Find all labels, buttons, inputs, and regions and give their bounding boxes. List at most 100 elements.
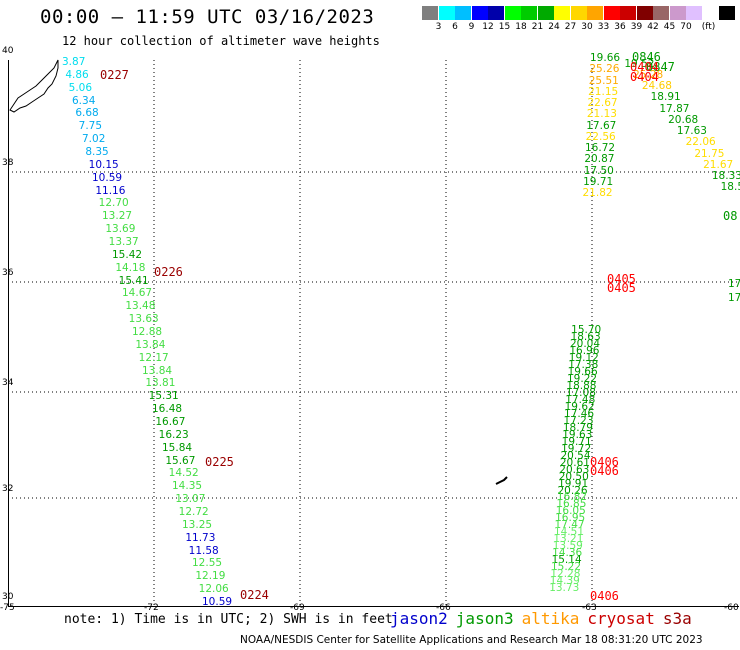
wave-height-sample: 18.79 xyxy=(562,421,593,434)
wave-height-sample: 12.72 xyxy=(178,506,209,518)
wave-height-sample: 13.63 xyxy=(128,313,159,326)
wave-height-sample: 13.21 xyxy=(553,533,584,546)
pass-time-label: 0846 xyxy=(632,50,661,64)
longitude-label: -69 xyxy=(290,603,305,613)
wave-height-sample: 19.52 xyxy=(624,57,655,70)
wave-height-sample: 17.48 xyxy=(565,393,596,406)
wave-height-sample: 12.70 xyxy=(98,197,129,210)
wave-height-sample: 20.63 xyxy=(559,463,590,476)
wave-height-sample: 6.68 xyxy=(75,107,99,120)
longitude-label: -75 xyxy=(0,603,15,613)
bermuda-island xyxy=(495,476,508,485)
wave-height-sample: 10.59 xyxy=(92,171,123,184)
colorbar-tick-label: 9 xyxy=(468,22,475,32)
longitude-label: -66 xyxy=(436,603,451,613)
satellite-legend-s3a: s3a xyxy=(662,609,692,628)
wave-height-sample: 16.82 xyxy=(556,491,587,504)
wave-height-sample: 13.07 xyxy=(175,493,206,506)
satellite-legend-cryosat: cryosat xyxy=(587,609,655,628)
wave-height-sample: 11.73 xyxy=(185,531,216,544)
pass-time-label: 0404 xyxy=(630,60,659,74)
wave-height-sample: 17.46 xyxy=(564,407,595,420)
wave-height-sample: 17.50 xyxy=(583,164,614,177)
wave-height-sample: 22.06 xyxy=(685,136,716,149)
pass-time-label: 0405 xyxy=(607,281,636,295)
wave-height-sample: 18.50 xyxy=(720,181,740,194)
wave-height-sample: 16.48 xyxy=(152,403,183,416)
wave-height-sample: 15.84 xyxy=(162,441,193,454)
coastline-outline xyxy=(9,59,59,113)
wave-height-sample: 12.28 xyxy=(550,568,581,581)
wave-height-sample: 7.02 xyxy=(82,133,106,146)
wave-height-sample: 18.88 xyxy=(566,379,597,392)
pass-time-label: 08 xyxy=(723,209,738,223)
colorbar-tick-label: 39 xyxy=(630,22,643,32)
wave-height-sample: 19.71 xyxy=(583,175,614,188)
wave-height-sample: 17.23 xyxy=(563,414,594,427)
wave-height-sample: 15.70 xyxy=(571,324,602,337)
wave-height-sample: 17.87 xyxy=(659,102,690,115)
wave-height-sample: 17.47 xyxy=(554,519,585,532)
colorbar-tick-label: (ft) xyxy=(701,22,716,32)
wave-height-sample: 13.73 xyxy=(549,582,580,595)
colorbar-tick-label: 18 xyxy=(515,22,527,32)
wave-height-sample: 21.67 xyxy=(703,158,734,171)
latitude-label: 32 xyxy=(2,484,14,494)
wave-height-sample: 17.08 xyxy=(565,386,596,399)
wave-height-sample: 19.63 xyxy=(562,428,593,441)
wave-height-sample: 11.16 xyxy=(95,184,126,197)
wave-height-sample: 13.59 xyxy=(552,540,583,553)
wave-height-sample: 20.26 xyxy=(557,484,588,497)
wave-height-sample: 16.23 xyxy=(158,428,189,441)
map-subtitle: 12 hour collection of altimeter wave hei… xyxy=(62,34,380,48)
wave-height-sample: 19.12 xyxy=(568,352,599,365)
wave-height-sample: 10.15 xyxy=(88,158,119,171)
wave-height-sample: 7.75 xyxy=(78,120,103,133)
longitude-label: -63 xyxy=(582,603,597,613)
latitude-label: 38 xyxy=(2,158,14,168)
wave-height-sample: 21.15 xyxy=(588,85,619,98)
footer-note: note: 1) Time is in UTC; 2) SWH is in fe… xyxy=(64,612,393,627)
colorbar-tick-label: 70 xyxy=(680,22,692,32)
wave-height-sample: 25.26 xyxy=(589,63,620,76)
wave-height-sample: 19.62 xyxy=(564,400,595,413)
wave-height-sample: 17.38 xyxy=(568,359,599,372)
wave-height-sample: 14.18 xyxy=(115,261,146,274)
wave-height-sample: 5.06 xyxy=(68,81,93,94)
wave-height-sample: 15.14 xyxy=(551,554,582,567)
satellite-legend-jason3: jason3 xyxy=(455,609,514,628)
pass-time-label: 0847 xyxy=(646,60,675,74)
colorbar-tick-label: 42 xyxy=(647,22,659,32)
colorbar-swatch xyxy=(719,6,736,20)
wave-height-sample: 10.59 xyxy=(202,596,233,608)
wave-height-sample: 13.37 xyxy=(108,236,139,248)
wave-height-sample: 20.04 xyxy=(569,338,601,351)
wave-height-sample: 21.75 xyxy=(694,147,725,160)
wave-height-sample: 19.66 xyxy=(567,366,598,379)
longitude-label: -72 xyxy=(144,603,159,613)
wave-height-sample: 21.13 xyxy=(586,108,617,121)
wave-height-sample: 4.86 xyxy=(65,68,89,81)
wave-height-sample: 13.25 xyxy=(182,518,213,531)
wave-height-sample: 19.66 xyxy=(590,52,621,64)
wave-height-sample: 13.27 xyxy=(102,210,133,223)
wave-height-sample: 20.50 xyxy=(558,470,589,483)
pass-time-label: 0406 xyxy=(590,455,619,469)
wave-height-sample: 16.72 xyxy=(585,142,616,154)
wave-height-sample: 19.71 xyxy=(561,435,592,448)
wave-height-sample: 6.34 xyxy=(72,94,96,107)
latitude-label: 40 xyxy=(2,46,14,56)
map-frame xyxy=(8,60,739,607)
colorbar-tick-label: 15 xyxy=(498,22,511,32)
pass-time-label: 0406 xyxy=(590,464,619,478)
wave-height-sample: 16.95 xyxy=(555,512,586,525)
wave-height-sample: 20.61 xyxy=(559,456,590,469)
wave-height-sample: 18.63 xyxy=(570,331,601,344)
colorbar-tick-label: 21 xyxy=(531,22,544,32)
colorbar-tick-label: 24 xyxy=(548,22,560,32)
wave-height-sample: 24.68 xyxy=(641,80,672,93)
wave-height-sample: 17.67 xyxy=(586,119,617,132)
wave-height-sample: 16.05 xyxy=(555,505,586,518)
pass-time-label: 0225 xyxy=(205,455,234,469)
